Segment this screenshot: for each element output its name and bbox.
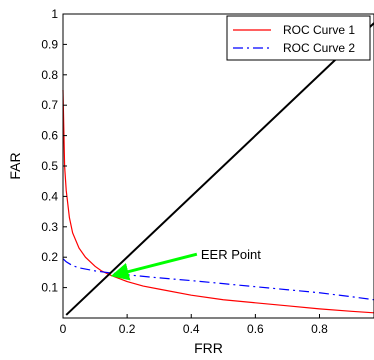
x-tick-label: 0.2 xyxy=(119,322,136,336)
x-axis-label: FRR xyxy=(194,340,223,356)
legend-label-roc-curve-1: ROC Curve 1 xyxy=(283,23,355,37)
x-tick-label: 0.8 xyxy=(311,322,328,336)
y-tick-label: 0.6 xyxy=(41,129,58,143)
y-tick-label: 0.9 xyxy=(41,37,58,51)
series-roc-curve-2 xyxy=(62,258,374,301)
legend-box xyxy=(226,15,371,61)
eer-point-label: EER Point xyxy=(201,247,261,262)
diagonal-line xyxy=(65,22,374,316)
legend: ROC Curve 1 ROC Curve 2 xyxy=(226,15,371,61)
eer-arrow xyxy=(110,252,198,281)
x-tick-label: 0 xyxy=(60,322,67,336)
y-tick-label: 0.7 xyxy=(41,98,58,112)
y-tick-label: 0.4 xyxy=(41,189,58,203)
legend-label-roc-curve-2: ROC Curve 2 xyxy=(283,41,355,55)
y-tick-label: 0.5 xyxy=(41,159,58,173)
y-tick-label: 1 xyxy=(51,7,58,21)
x-tick-label: 0.4 xyxy=(183,322,200,336)
y-tick-label: 0.1 xyxy=(41,281,58,295)
y-tick-label: 0.3 xyxy=(41,220,58,234)
x-tick-label: 0.6 xyxy=(247,322,264,336)
y-tick-label: 0.8 xyxy=(41,68,58,82)
y-tick-label: 0.2 xyxy=(41,250,58,264)
series-roc-curve-1 xyxy=(62,89,374,314)
y-axis-label: FAR xyxy=(7,152,23,179)
